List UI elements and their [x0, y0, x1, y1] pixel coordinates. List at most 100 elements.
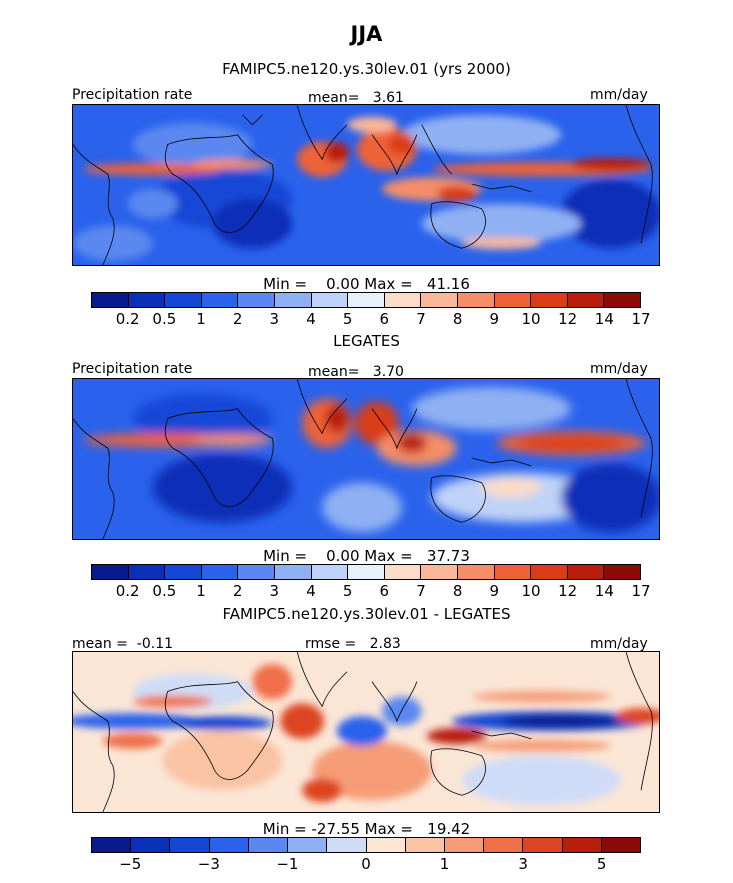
colorbar-swatch — [238, 565, 275, 579]
colorbar-tick-label: 8 — [452, 582, 463, 600]
colorbar-tick-label: 2 — [232, 310, 243, 328]
colorbar-swatch — [421, 293, 458, 307]
colorbar-swatch — [92, 565, 129, 579]
panel-2-header: LEGATES — [333, 332, 400, 350]
panel-3-rmse: rmse = 2.83 — [305, 636, 401, 652]
colorbar-tick-label: 1 — [196, 582, 206, 600]
colorbar-swatch — [531, 565, 568, 579]
precipitation-map-model — [73, 105, 659, 265]
colorbar-swatch — [604, 565, 640, 579]
panel-1-colorbar — [91, 292, 641, 308]
colorbar-swatch — [288, 838, 328, 852]
colorbar-swatch — [201, 293, 239, 307]
colorbar-tick-label: 0.2 — [115, 310, 140, 328]
colorbar-tick-label: 4 — [306, 582, 316, 600]
colorbar-swatch — [248, 838, 289, 852]
panel-2-colorbar — [91, 564, 641, 580]
precipitation-difference-map — [73, 652, 659, 812]
colorbar-swatch — [567, 565, 605, 579]
colorbar-swatch — [444, 838, 485, 852]
colorbar-tick-label: 7 — [416, 582, 426, 600]
colorbar-swatch — [384, 565, 422, 579]
panel-2-colorbar-ticks: 0.2 0.5 1 2 3 4 5 6 7 8 9 10 12 14 17 — [91, 582, 651, 600]
colorbar-tick-label: 12 — [558, 582, 578, 600]
figure-title: JJA — [350, 22, 383, 46]
panel-1-colorbar-ticks: 0.2 0.5 1 2 3 4 5 6 7 8 9 10 12 14 17 — [91, 310, 651, 328]
panel-1-mean: mean= 3.61 — [308, 90, 404, 106]
colorbar-swatch — [274, 293, 312, 307]
panel-3-colorbar — [91, 837, 641, 853]
colorbar-tick-label: 0 — [361, 855, 371, 873]
colorbar-swatch — [601, 838, 641, 852]
colorbar-swatch — [311, 293, 349, 307]
colorbar-tick-label: 5 — [342, 310, 353, 328]
colorbar-tick-label: 7 — [416, 310, 426, 328]
colorbar-tick-label: 1 — [439, 855, 450, 873]
panel-3-header: FAMIPC5.ne120.ys.30lev.01 - LEGATES — [222, 605, 511, 623]
colorbar-swatch — [165, 293, 202, 307]
colorbar-tick-label: 6 — [379, 582, 390, 600]
colorbar-swatch — [531, 293, 568, 307]
colorbar-tick-label: 8 — [452, 310, 463, 328]
colorbar-tick-label: 6 — [379, 310, 390, 328]
panel-3-mean: mean = -0.11 — [72, 636, 174, 652]
colorbar-tick-label: −3 — [197, 855, 220, 873]
panel-2-variable-label: Precipitation rate — [72, 361, 193, 377]
colorbar-swatch — [604, 293, 640, 307]
colorbar-tick-label: 5 — [342, 582, 353, 600]
colorbar-swatch — [201, 565, 239, 579]
colorbar-swatch — [494, 565, 532, 579]
colorbar-tick-label: 4 — [306, 310, 316, 328]
colorbar-swatch — [457, 293, 495, 307]
colorbar-swatch — [128, 565, 166, 579]
colorbar-tick-label: 14 — [594, 310, 614, 328]
colorbar-swatch — [421, 565, 458, 579]
colorbar-tick-label: 9 — [489, 582, 500, 600]
colorbar-swatch — [311, 565, 349, 579]
precipitation-map-observed — [73, 379, 659, 539]
colorbar-swatch — [238, 293, 275, 307]
panel-2-mean: mean= 3.70 — [308, 364, 404, 380]
colorbar-swatch — [274, 565, 312, 579]
panel-2-units: mm/day — [590, 361, 648, 377]
panel-1-variable-label: Precipitation rate — [72, 87, 193, 103]
panel-2-minmax: Min = 0.00 Max = 37.73 — [263, 547, 470, 565]
colorbar-swatch — [165, 565, 202, 579]
panel-3-colorbar-ticks: −5 −3 −1 0 1 3 5 — [91, 855, 641, 873]
colorbar-swatch — [484, 838, 524, 852]
colorbar-swatch — [131, 838, 171, 852]
panel-3-units: mm/day — [590, 636, 648, 652]
colorbar-swatch — [384, 293, 422, 307]
colorbar-tick-label: 14 — [594, 582, 614, 600]
colorbar-tick-label: 0.5 — [152, 310, 177, 328]
colorbar-swatch — [405, 838, 445, 852]
colorbar-swatch — [523, 838, 563, 852]
colorbar-tick-label: 12 — [558, 310, 578, 328]
colorbar-swatch — [348, 293, 385, 307]
colorbar-tick-label: 3 — [269, 582, 280, 600]
colorbar-swatch — [562, 838, 602, 852]
colorbar-tick-label: 1 — [196, 310, 206, 328]
panel-3-map — [72, 651, 660, 813]
colorbar-swatch — [457, 565, 495, 579]
panel-1-header: FAMIPC5.ne120.ys.30lev.01 (yrs 2000) — [222, 60, 511, 78]
colorbar-swatch — [366, 838, 406, 852]
colorbar-tick-label: 3 — [269, 310, 280, 328]
colorbar-tick-label: 2 — [232, 582, 243, 600]
colorbar-tick-label: −1 — [276, 855, 299, 873]
colorbar-swatch — [567, 293, 605, 307]
colorbar-tick-label: 17 — [631, 582, 651, 600]
colorbar-swatch — [92, 838, 132, 852]
colorbar-tick-label: −5 — [119, 855, 142, 873]
colorbar-swatch — [494, 293, 532, 307]
colorbar-tick-label: 5 — [596, 855, 607, 873]
panel-1-minmax: Min = 0.00 Max = 41.16 — [263, 275, 470, 293]
colorbar-tick-label: 17 — [631, 310, 651, 328]
panel-2-map — [72, 378, 660, 540]
colorbar-tick-label: 0.5 — [152, 582, 177, 600]
colorbar-swatch — [170, 838, 210, 852]
colorbar-swatch — [92, 293, 129, 307]
colorbar-tick-label: 0.2 — [115, 582, 140, 600]
colorbar-tick-label: 3 — [518, 855, 528, 873]
colorbar-tick-label: 9 — [489, 310, 500, 328]
